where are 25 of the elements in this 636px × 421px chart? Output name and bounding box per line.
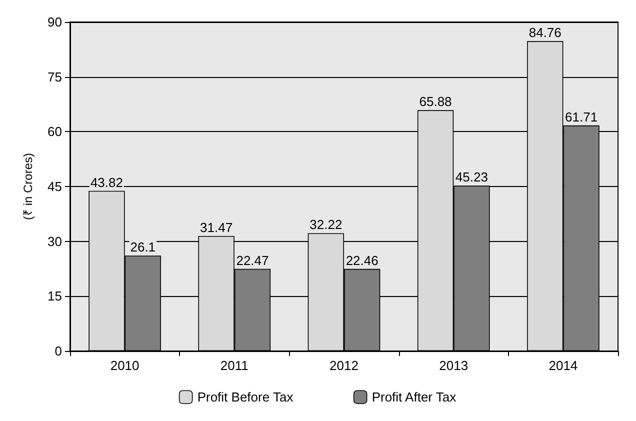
data-label: 45.23	[455, 170, 488, 185]
y-tick-label: 15	[48, 288, 62, 304]
data-label: 61.71	[565, 109, 598, 124]
data-label: 84.76	[528, 25, 562, 40]
y-axis-title: (₹ in Crores)	[21, 152, 35, 220]
y-tick-label: 75	[48, 69, 62, 84]
x-tick-label: 2011	[220, 358, 248, 373]
data-label: 32.22	[310, 217, 342, 232]
data-label: 26.1	[130, 240, 156, 255]
data-label: 31.47	[200, 220, 233, 235]
x-tick-label: 2012	[330, 358, 358, 373]
data-label: 43.82	[90, 174, 123, 190]
y-tick-label: 0	[54, 344, 62, 358]
y-tick-label: 30	[48, 234, 62, 249]
data-label: 22.46	[346, 252, 378, 268]
x-tick-label: 2010	[110, 358, 140, 373]
legend-label: Profit Before Tax	[197, 390, 294, 405]
data-label: 22.47	[236, 252, 269, 268]
y-tick-label: 90	[48, 14, 62, 30]
legend-label: Profit After Tax	[372, 390, 457, 405]
y-tick-label: 45	[48, 179, 62, 194]
x-tick-label: 2013	[439, 358, 468, 373]
x-tick-label: 2014	[548, 358, 578, 373]
data-label: 65.88	[419, 94, 452, 110]
y-tick-label: 60	[48, 124, 62, 140]
